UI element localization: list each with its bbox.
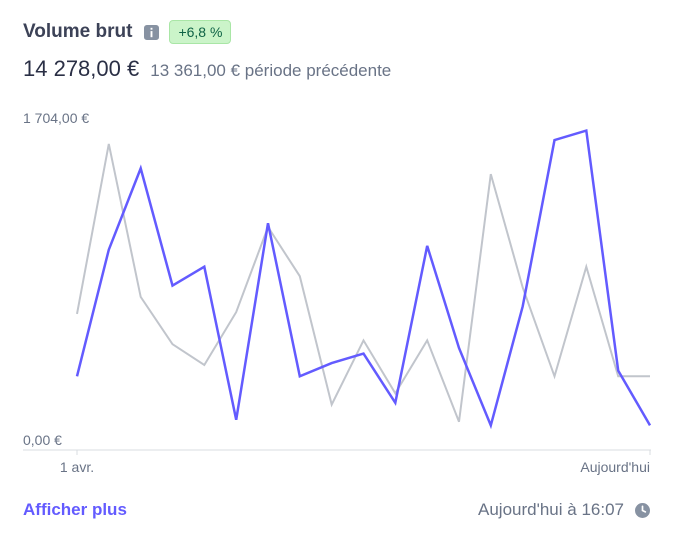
chart-title: Volume brut (23, 21, 133, 42)
show-more-link[interactable]: Afficher plus (23, 500, 127, 519)
chart-header: Volume brut +6,8 % (23, 18, 232, 46)
x-axis-start-label: 1 avr. (60, 459, 94, 475)
y-axis-max-label: 1 704,00 € (23, 110, 89, 126)
series-layer (75, 128, 652, 430)
y-axis-min-label: 0,00 € (23, 432, 62, 448)
info-icon[interactable] (144, 24, 160, 40)
x-axis-end-label: Aujourd'hui (580, 459, 650, 475)
previous-period-value: 13 361,00 € période précédente (150, 61, 392, 80)
series-line-previous (76, 143, 650, 423)
last-updated-text: Aujourd'hui à 16:07 (478, 500, 624, 519)
series-line-current (75, 128, 652, 430)
clock-icon (635, 502, 650, 518)
change-badge: +6,8 % (169, 20, 232, 44)
current-value: 14 278,00 € (23, 56, 140, 81)
value-summary: 14 278,00 € 13 361,00 € période précéden… (23, 56, 391, 82)
last-updated: Aujourd'hui à 16:07 (478, 500, 650, 520)
line-chart: 1 704,00 € 0,00 € 1 avr. Aujourd'hui (23, 110, 652, 475)
